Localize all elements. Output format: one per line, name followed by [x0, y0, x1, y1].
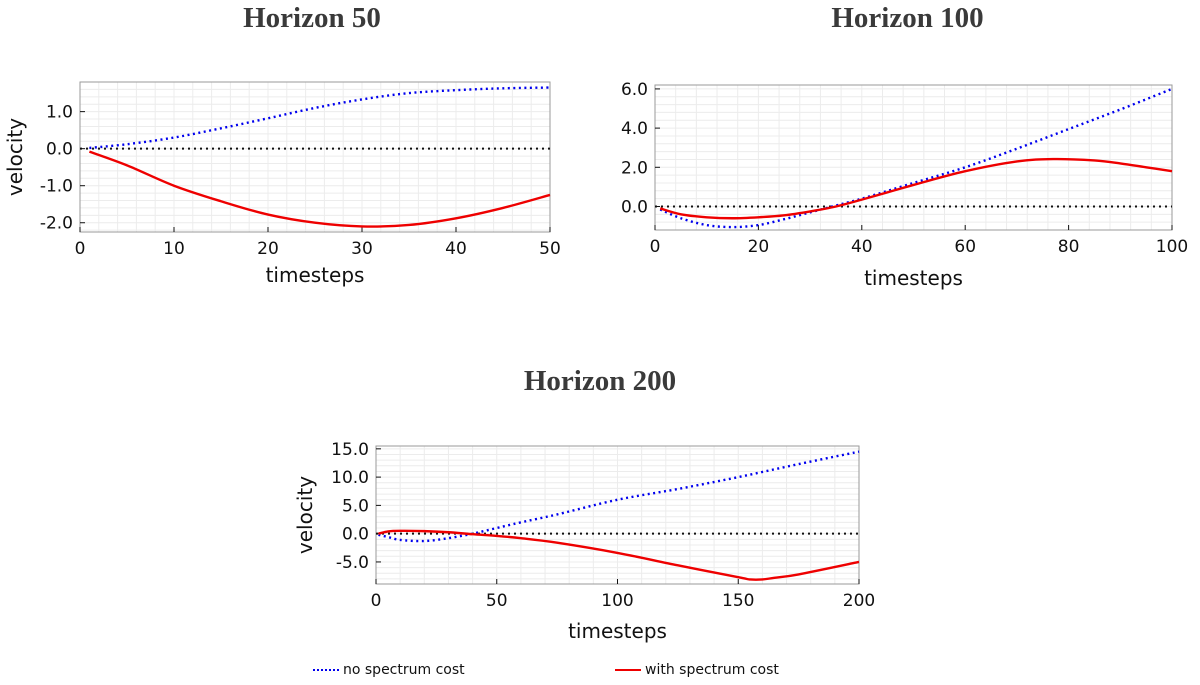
y-tick-label: 10.0 [331, 468, 369, 488]
y-tick-label: -2.0 [40, 214, 73, 234]
plot-frame [654, 84, 1173, 231]
x-axis-label: timesteps [864, 266, 963, 290]
y-axis-label: velocity [3, 118, 27, 196]
x-tick-label: 10 [163, 239, 185, 259]
chart-svg-horizon-200: 0 50 100 150 200 -5.0 0.0 5.0 10.0 15.0 timesteps v… [293, 440, 875, 643]
legend-item-no-spectrum-cost: no spectrum cost [313, 662, 465, 678]
x-tick-label: 20 [748, 237, 770, 257]
chart-title: Horizon 100 [831, 2, 984, 34]
y-tick-label: 0.0 [342, 525, 369, 545]
x-tick-label: 20 [257, 239, 279, 259]
y-tick-label: 6.0 [621, 80, 648, 100]
x-tick-label: 60 [954, 237, 976, 257]
legend-label: no spectrum cost [343, 662, 465, 678]
y-tick-label: 1.0 [46, 103, 73, 123]
series-line-with-spectrum-cost [88, 150, 551, 228]
x-tick-label: 80 [1058, 237, 1080, 257]
x-tick-label: 100 [1156, 237, 1188, 257]
legend-item-with-spectrum-cost: with spectrum cost [615, 662, 779, 678]
x-tick-label: 50 [539, 239, 561, 259]
x-tick-label: 0 [650, 237, 661, 257]
y-tick-label: -5.0 [336, 553, 369, 573]
x-tick-label: 200 [843, 591, 875, 611]
x-axis-label: timesteps [266, 263, 365, 287]
chart-title: Horizon 50 [243, 2, 381, 34]
x-tick-label: 0 [75, 239, 86, 259]
y-tick-label: 4.0 [621, 119, 648, 139]
chart-legend: no spectrum cost with spectrum cost [0, 660, 1200, 684]
chart-panel-horizon-200: Horizon 200 0 50 100 150 200 -5.0 0.0 5.0 10.0 15… [290, 360, 910, 660]
legend-label: with spectrum cost [645, 662, 779, 678]
series-line-no-spectrum-cost [89, 86, 551, 150]
y-tick-label: 15.0 [331, 440, 369, 460]
y-axis-label: velocity [293, 476, 317, 554]
x-tick-label: 150 [722, 591, 754, 611]
x-tick-label: 40 [445, 239, 467, 259]
y-tick-label: 2.0 [621, 158, 648, 178]
chart-title: Horizon 200 [523, 365, 677, 397]
x-axis-label: timesteps [568, 619, 667, 643]
series-line-with-spectrum-cost [659, 157, 1173, 220]
y-tick-label: 5.0 [342, 496, 369, 516]
series-line-with-spectrum-cost [378, 529, 860, 581]
chart-panel-horizon-50: Horizon 50 0 10 20 30 40 50 -2.0 -1.0 0.0 1.0 time… [0, 0, 561, 300]
chart-svg-horizon-100: 0 20 40 60 80 100 0.0 2.0 4.0 6.0 timesteps [621, 80, 1188, 290]
series-line-no-spectrum-cost [659, 87, 1173, 229]
chart-svg-horizon-50: 0 10 20 30 40 50 -2.0 -1.0 0.0 1.0 timesteps veloci… [3, 81, 561, 287]
legend-swatch-solid [615, 669, 641, 671]
y-tick-label: 0.0 [621, 197, 648, 217]
plot-frame [79, 81, 551, 233]
legend-swatch-dotted [313, 669, 339, 671]
x-tick-label: 0 [371, 591, 382, 611]
x-tick-label: 40 [851, 237, 873, 257]
x-tick-label: 30 [351, 239, 373, 259]
y-tick-label: 0.0 [46, 140, 73, 160]
y-tick-label: -1.0 [40, 177, 73, 197]
chart-panel-horizon-100: Horizon 100 0 20 40 60 80 100 0.0 2.0 4.0 6.0 time… [600, 0, 1200, 300]
x-tick-label: 100 [601, 591, 633, 611]
x-tick-label: 50 [486, 591, 508, 611]
